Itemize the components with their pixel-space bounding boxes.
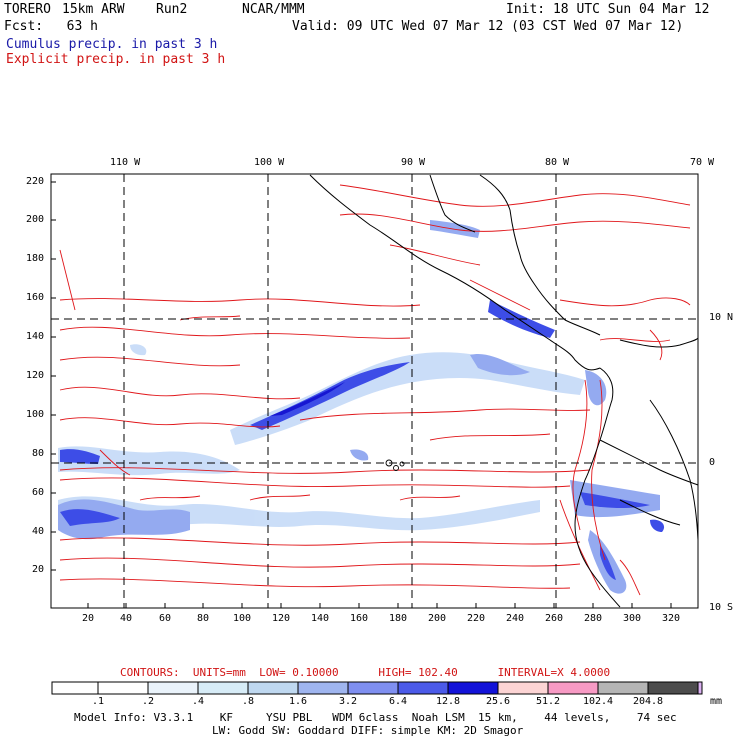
x-tick: 60 [159, 613, 172, 624]
lat-label: 10 S [709, 602, 734, 613]
explicit-precip-contours [59, 184, 691, 596]
x-tick: 20 [82, 613, 95, 624]
colorbar-swatch [197, 681, 249, 695]
precip-spot-1 [350, 449, 369, 461]
x-tick: 320 [662, 613, 681, 624]
x-tick: 140 [311, 613, 330, 624]
colorbar-label: 25.6 [485, 696, 511, 707]
colorbar-label: 12.8 [435, 696, 461, 707]
colorbar-swatch [697, 681, 703, 695]
lon-label: 100 W [254, 157, 285, 168]
precip-band-east [60, 449, 100, 464]
x-tick: 120 [272, 613, 291, 624]
legend-cumulus: Cumulus precip. in past 3 h [6, 37, 218, 52]
colorbar-swatch [147, 681, 199, 695]
y-tick: 40 [32, 526, 45, 537]
colorbar-swatch [397, 681, 449, 695]
frame-ticks [51, 181, 672, 608]
galapagos-islands [385, 459, 405, 471]
y-tick: 180 [26, 253, 45, 264]
precip-core-colombia [580, 492, 650, 509]
x-tick: 220 [467, 613, 486, 624]
y-tick: 140 [26, 331, 45, 342]
colorbar-label: 51.2 [535, 696, 561, 707]
x-tick: 100 [233, 613, 252, 624]
y-tick: 220 [26, 176, 45, 187]
precip-band-central [470, 353, 530, 376]
colorbar-label: .8 [241, 696, 255, 707]
y-tick: 20 [32, 564, 45, 575]
x-tick: 280 [584, 613, 603, 624]
lon-label: 80 W [545, 157, 570, 168]
valid-time: Valid: 09 UTC Wed 07 Mar 12 (03 CST Wed … [292, 19, 684, 34]
x-tick: 200 [428, 613, 447, 624]
colorbar-label: 102.4 [582, 696, 614, 707]
x-tick: 300 [623, 613, 642, 624]
y-tick: 200 [26, 214, 45, 225]
colorbar [51, 681, 703, 695]
contours-info: CONTOURS: UNITS=mm LOW= 0.10000 HIGH= 10… [120, 666, 611, 679]
lat-lon-grid [51, 174, 698, 608]
colorbar-label: 6.4 [388, 696, 408, 707]
y-tick: 120 [26, 370, 45, 381]
colorbar-unit: mm [710, 696, 723, 707]
colorbar-label: 3.2 [338, 696, 358, 707]
y-tick: 160 [26, 292, 45, 303]
colorbar-label: .2 [141, 696, 155, 707]
precip-spot-2 [130, 344, 147, 356]
model-name: TORERO [4, 2, 51, 17]
colorbar-label: .1 [91, 696, 105, 707]
colorbar-swatch [597, 681, 649, 695]
colorbar-swatch [97, 681, 149, 695]
colorbar-swatch [447, 681, 499, 695]
colorbar-label: 1.6 [288, 696, 308, 707]
lat-label: 0 [709, 457, 716, 468]
precip-core-sw [60, 509, 120, 526]
model-resolution: 15km ARW [62, 2, 125, 17]
colorbar-swatch [547, 681, 599, 695]
x-tick: 240 [506, 613, 525, 624]
model-run: Run2 [156, 2, 188, 17]
lat-label: 10 N [709, 312, 734, 323]
y-tick: 80 [32, 448, 45, 459]
colorbar-swatch [297, 681, 349, 695]
colorbar-label: .4 [191, 696, 205, 707]
forecast-hour: Fcst: 63 h [4, 19, 98, 34]
x-tick: 260 [545, 613, 564, 624]
colorbar-swatch [497, 681, 549, 695]
x-tick: 160 [350, 613, 369, 624]
lon-label: 110 W [110, 157, 141, 168]
init-time: Init: 18 UTC Sun 04 Mar 12 [506, 2, 710, 17]
x-tick: 40 [120, 613, 133, 624]
precip-core-peru [600, 545, 616, 580]
x-tick: 180 [389, 613, 408, 624]
y-tick: 100 [26, 409, 45, 420]
precip-band-coast [585, 370, 607, 406]
colorbar-swatch [51, 681, 99, 695]
physics-info-line: LW: Godd SW: Goddard DIFF: simple KM: 2D… [212, 724, 524, 737]
precip-core-itcz [250, 362, 410, 430]
lon-label: 90 W [401, 157, 426, 168]
precip-band-itcz [230, 352, 585, 445]
colorbar-swatch [247, 681, 299, 695]
coastlines [309, 174, 699, 608]
model-org: NCAR/MMM [242, 2, 305, 17]
colorbar-swatch [647, 681, 699, 695]
precip-spot-3 [650, 519, 665, 532]
x-tick: 80 [197, 613, 210, 624]
y-tick: 60 [32, 487, 45, 498]
lon-label: 70 W [690, 157, 715, 168]
colorbar-label: 204.8 [632, 696, 664, 707]
model-info-line: Model Info: V3.3.1 KF YSU PBL WDM 6class… [74, 711, 677, 724]
colorbar-swatch [347, 681, 399, 695]
legend-explicit: Explicit precip. in past 3 h [6, 52, 226, 67]
